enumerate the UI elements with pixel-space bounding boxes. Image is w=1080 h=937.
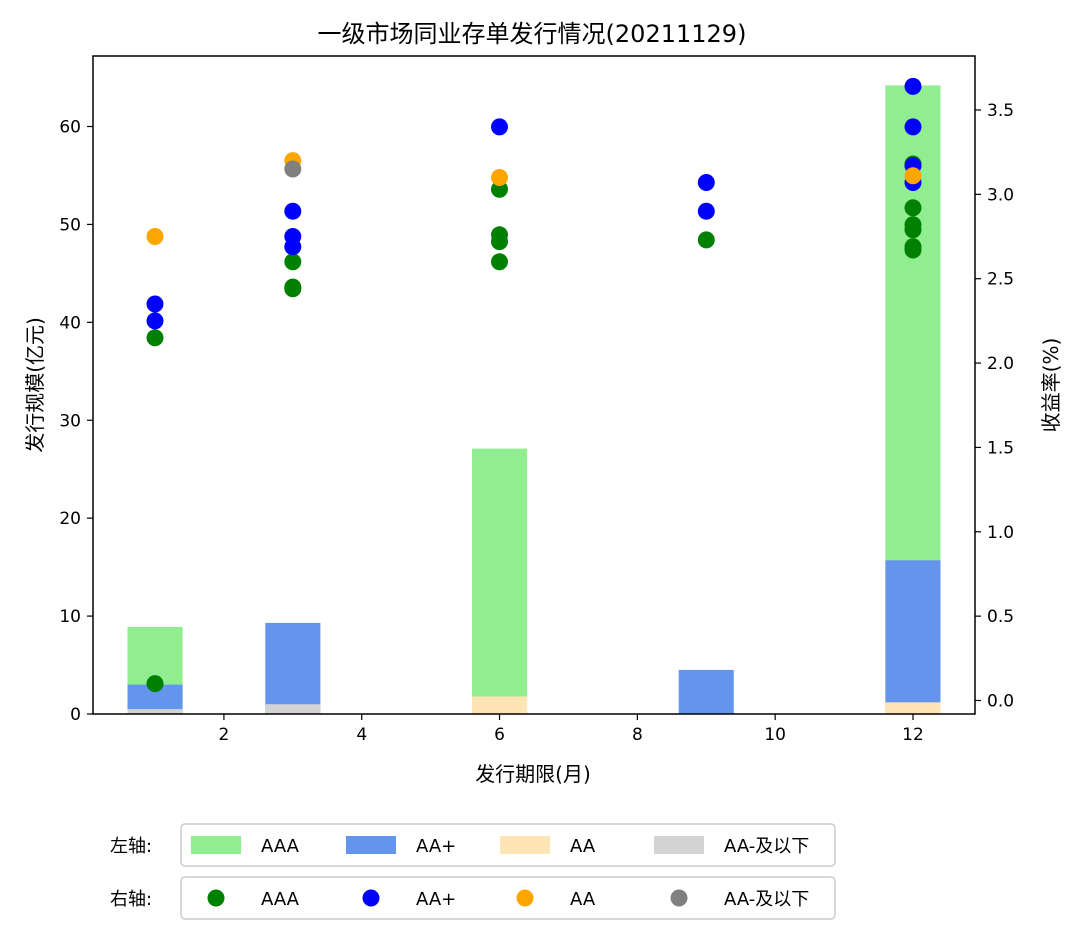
x-axis-label: 发行期限(月) [475, 762, 591, 786]
bar-AA-及以下-x1 [127, 709, 183, 714]
right-y-tick-label: 3.0 [987, 185, 1014, 205]
x-tick-label: 10 [764, 725, 786, 745]
bar-AA-x12 [885, 702, 941, 715]
legend-label-point-AA+: AA+ [416, 889, 456, 910]
right-y-tick-label: 0.5 [987, 607, 1014, 627]
left-y-tick-label: 0 [70, 705, 81, 725]
right-y-tick-label: 1.5 [987, 438, 1014, 458]
right-y-axis: 0.0 0.5 1.0 1.5 2.0 2.5 3.0 3.5 [975, 101, 1014, 712]
point-AA+-x9-7 [697, 202, 715, 220]
point-AAA-x6-5 [491, 180, 508, 198]
right-y-tick-label: 1.0 [987, 523, 1014, 543]
point-AAA-x9-9 [697, 231, 715, 249]
left-y-tick-label: 30 [59, 411, 81, 431]
x-axis: 2 4 6 8 10 12 [219, 714, 924, 745]
legend-label-point-AA: AA [570, 889, 596, 910]
legend-right-items: AAA AA+ AA AA-及以下 [207, 889, 809, 910]
legend-label-bar-AAA: AAA [261, 836, 300, 857]
point-AAA-x1-1 [146, 675, 164, 693]
point-AA+-x1-1 [146, 312, 164, 330]
x-tick-label: 12 [902, 725, 924, 745]
point-AAA-x12-15 [904, 241, 922, 259]
chart-title: 一级市场同业存单发行情况(20211129) [318, 20, 747, 48]
legend-label-bar-AA-及以下: AA-及以下 [724, 836, 809, 857]
point-AAA-x6-7 [491, 233, 508, 251]
point-AA+-x3-2 [284, 202, 302, 220]
legend-label-bar-AA+: AA+ [416, 836, 456, 857]
legend-swatch-bar-AA-及以下 [654, 836, 704, 854]
bar-AA+-x12 [885, 560, 941, 714]
left-y-tick-label: 60 [59, 118, 81, 138]
left-y-axis: 0 10 20 30 40 50 60 [59, 118, 93, 725]
legend-label-point-AA-及以下: AA-及以下 [724, 889, 809, 910]
point-AA-x12-3 [904, 167, 922, 185]
legend-swatch-bar-AA+ [346, 836, 396, 854]
point-AA-x1-0 [146, 228, 164, 245]
point-AAA-x12-11 [904, 199, 922, 217]
point-AAA-x1-0 [146, 329, 164, 347]
right-y-tick-label: 2.0 [987, 354, 1014, 374]
left-y-tick-label: 40 [59, 313, 81, 333]
bar-AA-及以下-x3 [265, 704, 321, 714]
legend-label-bar-AA: AA [570, 836, 596, 857]
legend-label-point-AAA: AAA [261, 889, 300, 910]
right-y-tick-label: 3.5 [987, 101, 1014, 121]
point-AA+-x3-4 [284, 238, 302, 256]
legend-marker-point-AA-及以下 [670, 889, 688, 907]
legend-right-title: 右轴: [110, 889, 152, 910]
legend-marker-point-AAA [207, 889, 225, 907]
x-tick-label: 8 [632, 725, 643, 745]
point-AAA-x3-2 [284, 253, 302, 271]
point-AA+-x1-0 [146, 295, 164, 313]
bar-AA+-x9 [678, 669, 734, 714]
bar-AAA-x6 [472, 448, 528, 714]
point-AA+-x12-9 [904, 118, 922, 136]
right-y-tick-label: 0.0 [987, 692, 1014, 712]
left-y-tick-label: 10 [59, 607, 81, 627]
left-y-tick-label: 20 [59, 509, 81, 529]
bar-AA-x6 [472, 696, 528, 714]
x-tick-label: 4 [356, 725, 367, 745]
scatter-layer [146, 77, 922, 693]
x-tick-label: 6 [494, 725, 505, 745]
point-AAA-x3-4 [284, 280, 302, 298]
legend-right-box [180, 876, 836, 920]
legend-left-items: AAA AA+ AA AA-及以下 [191, 836, 809, 857]
legend-left-title: 左轴: [110, 836, 152, 857]
legend-marker-point-AA+ [362, 889, 380, 907]
point-AA-及以下-x3-0 [284, 160, 302, 178]
plot-frame [92, 55, 976, 715]
point-AA+-x9-6 [697, 174, 715, 191]
right-y-axis-label: 收益率(%) [1039, 338, 1063, 433]
x-tick-label: 2 [219, 725, 230, 745]
point-AA+-x12-8 [904, 77, 922, 95]
bar-layer [127, 85, 941, 715]
left-y-axis-label: 发行规模(亿元) [23, 317, 47, 453]
left-y-tick-label: 50 [59, 215, 81, 235]
legend-swatch-bar-AAA [191, 836, 241, 854]
point-AA+-x6-5 [491, 118, 508, 136]
bar-AA+-x3 [265, 622, 321, 714]
legend-swatch-bar-AA [500, 836, 550, 854]
right-y-tick-label: 2.5 [987, 270, 1014, 290]
point-AA-x6-2 [491, 169, 508, 186]
legend-marker-point-AA [516, 889, 534, 907]
point-AAA-x6-8 [491, 253, 508, 271]
point-AAA-x12-13 [904, 221, 922, 239]
